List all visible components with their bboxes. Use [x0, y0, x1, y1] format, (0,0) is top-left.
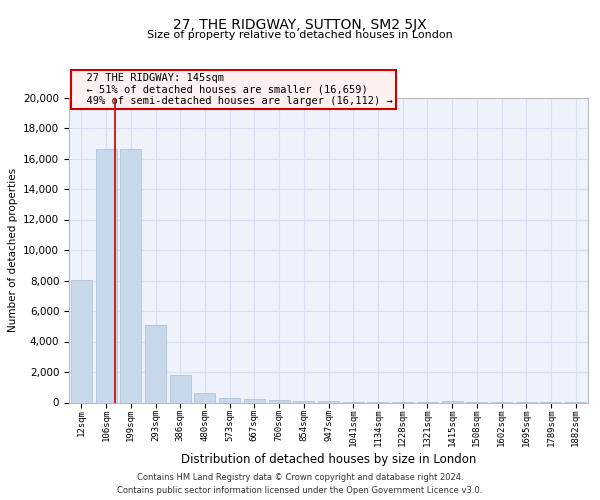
Bar: [219, 398, 240, 402]
Text: 27, THE RIDGWAY, SUTTON, SM2 5JX: 27, THE RIDGWAY, SUTTON, SM2 5JX: [173, 18, 427, 32]
Bar: [71, 280, 92, 402]
X-axis label: Distribution of detached houses by size in London: Distribution of detached houses by size …: [181, 454, 476, 466]
Text: 27 THE RIDGWAY: 145sqm
  ← 51% of detached houses are smaller (16,659)
  49% of : 27 THE RIDGWAY: 145sqm ← 51% of detached…: [74, 73, 393, 106]
Bar: [145, 324, 166, 402]
Bar: [244, 400, 265, 402]
Bar: [95, 150, 116, 402]
Text: Contains public sector information licensed under the Open Government Licence v3: Contains public sector information licen…: [118, 486, 482, 495]
Y-axis label: Number of detached properties: Number of detached properties: [8, 168, 17, 332]
Text: Contains HM Land Registry data © Crown copyright and database right 2024.: Contains HM Land Registry data © Crown c…: [137, 474, 463, 482]
Bar: [194, 392, 215, 402]
Bar: [170, 374, 191, 402]
Text: Size of property relative to detached houses in London: Size of property relative to detached ho…: [147, 30, 453, 40]
Bar: [293, 401, 314, 402]
Bar: [120, 150, 141, 402]
Bar: [269, 400, 290, 402]
